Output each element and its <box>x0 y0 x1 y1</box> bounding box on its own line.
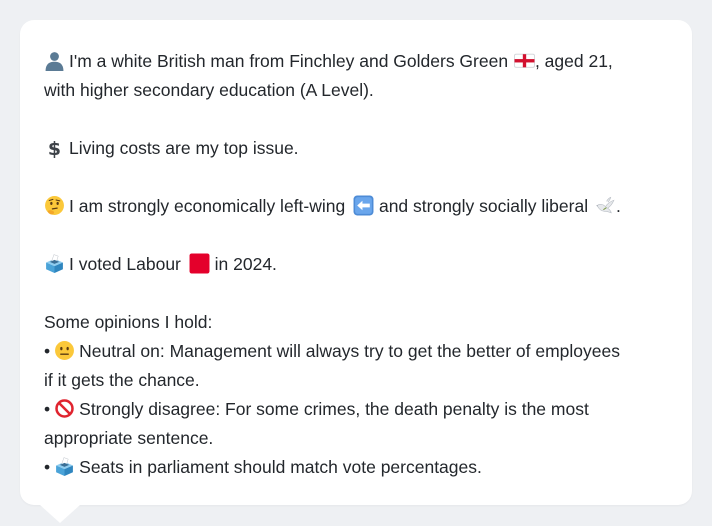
opinion-item-2-line-1: • Strongly disagree: For some crimes, th… <box>44 395 668 424</box>
opinion-item-1-line-1: • Neutral on: Management will always try… <box>44 337 668 366</box>
dollar-sign-icon: $ <box>44 137 65 158</box>
bullet: • <box>44 457 51 477</box>
opinion-item-1-text-1: Neutral on: Management will always try t… <box>79 341 620 361</box>
neutral-face-icon <box>54 340 75 361</box>
intro-text-3: with higher secondary education (A Level… <box>44 80 374 100</box>
vote-text-2: in 2024. <box>214 254 277 274</box>
opinion-item-3-line-1: • Seats in parliament should match vote … <box>44 453 668 482</box>
opinion-item-2-text-2: appropriate sentence. <box>44 428 214 448</box>
opinion-item-2-line-2: appropriate sentence. <box>44 424 668 453</box>
red-square-icon <box>189 253 210 274</box>
ideology-text-3: . <box>615 196 621 216</box>
left-arrow-icon <box>353 195 374 216</box>
opinion-item-1-line-2: if it gets the chance. <box>44 366 668 395</box>
vote-line: I voted Labour in 2024. <box>44 250 668 279</box>
persona-card: I'm a white British man from Finchley an… <box>20 20 692 505</box>
vote-text-1: I voted Labour <box>69 254 181 274</box>
ballot-box-icon <box>54 456 75 477</box>
intro-text-2: , aged 21, <box>534 51 613 71</box>
opinion-item-1-text-2: if it gets the chance. <box>44 370 200 390</box>
bullet: • <box>44 399 51 419</box>
opinions-heading-text: Some opinions I hold: <box>44 312 213 332</box>
intro-line-2: with higher secondary education (A Level… <box>44 76 668 105</box>
dove-icon <box>595 195 616 216</box>
person-silhouette-icon <box>44 50 65 71</box>
ideology-text-1: I am strongly economically left-wing <box>69 196 346 216</box>
thinking-face-icon <box>44 195 65 216</box>
ballot-box-icon <box>44 253 65 274</box>
opinions-heading: Some opinions I hold: <box>44 308 668 337</box>
bullet: • <box>44 341 51 361</box>
svg-text:$: $ <box>48 138 61 158</box>
issue-line: $ Living costs are my top issue. <box>44 134 668 163</box>
opinion-item-3-text-1: Seats in parliament should match vote pe… <box>79 457 482 477</box>
intro-line-1: I'm a white British man from Finchley an… <box>44 47 668 76</box>
england-flag-icon <box>514 50 535 71</box>
issue-text: Living costs are my top issue. <box>69 138 299 158</box>
ideology-line: I am strongly economically left-wing and… <box>44 192 668 221</box>
opinion-item-2-text-1: Strongly disagree: For some crimes, the … <box>79 399 589 419</box>
ideology-text-2: and strongly socially liberal <box>378 196 589 216</box>
prohibited-icon <box>54 398 75 419</box>
intro-text-1: I'm a white British man from Finchley an… <box>69 51 509 71</box>
speech-bubble-tail <box>40 505 80 523</box>
